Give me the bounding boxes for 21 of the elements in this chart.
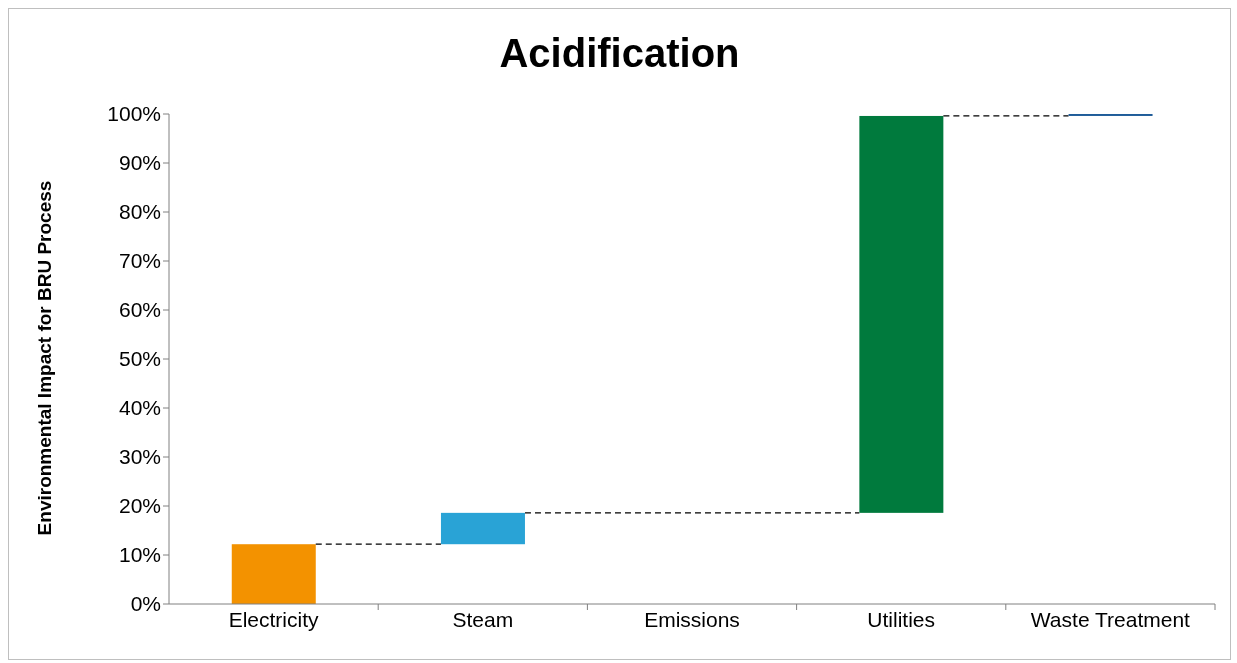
bar (859, 115, 944, 513)
y-tick-label: 0% (130, 592, 161, 616)
y-tick-label: 20% (118, 494, 161, 518)
x-tick-label: Emissions (644, 607, 740, 631)
y-tick-label: 80% (118, 200, 161, 224)
y-axis-title: Environmental Impact for BRU Process (34, 179, 56, 538)
y-tick-label: 100% (107, 102, 161, 126)
y-tick-label: 50% (118, 347, 161, 371)
y-tick-label: 40% (118, 396, 161, 420)
x-tick-label: Utilities (867, 607, 936, 631)
x-tick-label: Waste Treatment (1030, 607, 1191, 631)
x-tick-label: Steam (452, 607, 514, 631)
chart-title: Acidification (498, 31, 741, 76)
y-tick-label: 90% (118, 151, 161, 175)
bar (231, 544, 316, 604)
x-tick-label: Electricity (228, 607, 320, 631)
y-tick-label: 60% (118, 298, 161, 322)
y-tick-label: 70% (118, 249, 161, 273)
y-tick-label: 10% (118, 543, 161, 567)
y-tick-label: 30% (118, 445, 161, 469)
bar (440, 512, 525, 545)
